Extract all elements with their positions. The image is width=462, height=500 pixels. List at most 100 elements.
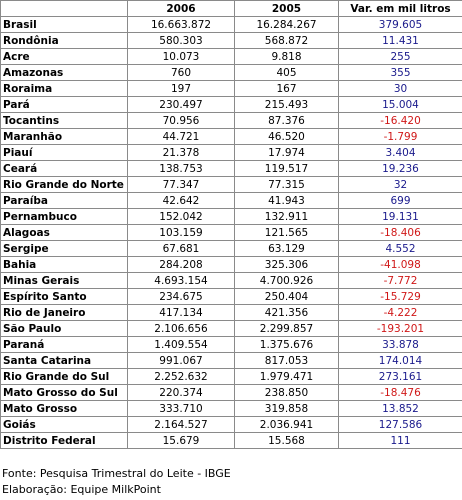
value-2005-cell: 4.700.926 [234, 272, 339, 289]
value-2006-cell: 991.067 [127, 352, 235, 369]
value-2006-cell: 417.134 [127, 304, 235, 321]
variation-cell: 19.131 [338, 208, 462, 225]
table-row: Alagoas 103.159 121.565 -18.406 [0, 224, 462, 241]
table-row: Acre 10.073 9.818 255 [0, 48, 462, 65]
value-2006-cell: 580.303 [127, 32, 235, 49]
variation-cell: -7.772 [338, 272, 462, 289]
variation-cell: 111 [338, 432, 462, 449]
table-row: Paraná 1.409.554 1.375.676 33.878 [0, 336, 462, 353]
value-2005-cell: 238.850 [234, 384, 339, 401]
table-row: Tocantins 70.956 87.376 -16.420 [0, 112, 462, 129]
variation-cell: 32 [338, 176, 462, 193]
header-2005: 2005 [234, 0, 339, 17]
table-body: Brasil 16.663.872 16.284.267 379.605 Rondôni… [0, 16, 462, 449]
value-2006-cell: 2.106.656 [127, 320, 235, 337]
state-name-cell: Tocantins [0, 112, 128, 129]
value-2006-cell: 284.208 [127, 256, 235, 273]
value-2005-cell: 119.517 [234, 160, 339, 177]
table-row: São Paulo 2.106.656 2.299.857 -193.201 [0, 320, 462, 337]
value-2005-cell: 87.376 [234, 112, 339, 129]
value-2005-cell: 817.053 [234, 352, 339, 369]
value-2006-cell: 67.681 [127, 240, 235, 257]
table-row: Espírito Santo 234.675 250.404 -15.729 [0, 288, 462, 305]
variation-cell: 379.605 [338, 16, 462, 33]
value-2006-cell: 77.347 [127, 176, 235, 193]
variation-cell: -16.420 [338, 112, 462, 129]
table-row: Santa Catarina 991.067 817.053 174.014 [0, 352, 462, 369]
variation-cell: 174.014 [338, 352, 462, 369]
value-2005-cell: 2.036.941 [234, 416, 339, 433]
variation-cell: -4.222 [338, 304, 462, 321]
table-row: Minas Gerais 4.693.154 4.700.926 -7.772 [0, 272, 462, 289]
state-name-cell: Alagoas [0, 224, 128, 241]
table-row: Piauí 21.378 17.974 3.404 [0, 144, 462, 161]
value-2005-cell: 319.858 [234, 400, 339, 417]
value-2005-cell: 15.568 [234, 432, 339, 449]
variation-cell: 3.404 [338, 144, 462, 161]
state-name-cell: São Paulo [0, 320, 128, 337]
state-name-cell: Rio de Janeiro [0, 304, 128, 321]
variation-cell: 13.852 [338, 400, 462, 417]
variation-cell: -1.799 [338, 128, 462, 145]
variation-cell: 19.236 [338, 160, 462, 177]
state-name-cell: Roraima [0, 80, 128, 97]
state-name-cell: Paraíba [0, 192, 128, 209]
value-2005-cell: 1.375.676 [234, 336, 339, 353]
table-row: Brasil 16.663.872 16.284.267 379.605 [0, 16, 462, 33]
value-2006-cell: 21.378 [127, 144, 235, 161]
table-row: Maranhão 44.721 46.520 -1.799 [0, 128, 462, 145]
value-2006-cell: 138.753 [127, 160, 235, 177]
value-2005-cell: 405 [234, 64, 339, 81]
state-name-cell: Espírito Santo [0, 288, 128, 305]
variation-cell: -18.406 [338, 224, 462, 241]
value-2005-cell: 1.979.471 [234, 368, 339, 385]
value-2005-cell: 17.974 [234, 144, 339, 161]
value-2005-cell: 2.299.857 [234, 320, 339, 337]
table-row: Rio de Janeiro 417.134 421.356 -4.222 [0, 304, 462, 321]
state-name-cell: Acre [0, 48, 128, 65]
value-2005-cell: 421.356 [234, 304, 339, 321]
table-row: Pernambuco 152.042 132.911 19.131 [0, 208, 462, 225]
state-name-cell: Rio Grande do Sul [0, 368, 128, 385]
table-row: Amazonas 760 405 355 [0, 64, 462, 81]
variation-cell: -18.476 [338, 384, 462, 401]
variation-cell: 355 [338, 64, 462, 81]
value-2005-cell: 121.565 [234, 224, 339, 241]
value-2006-cell: 220.374 [127, 384, 235, 401]
state-name-cell: Santa Catarina [0, 352, 128, 369]
table-row: Rio Grande do Sul 2.252.632 1.979.471 273.1… [0, 368, 462, 385]
value-2005-cell: 215.493 [234, 96, 339, 113]
variation-cell: 4.552 [338, 240, 462, 257]
variation-cell: -15.729 [338, 288, 462, 305]
variation-cell: -41.098 [338, 256, 462, 273]
variation-cell: 33.878 [338, 336, 462, 353]
table-row: Pará 230.497 215.493 15.004 [0, 96, 462, 113]
state-name-cell: Brasil [0, 16, 128, 33]
variation-cell: 255 [338, 48, 462, 65]
value-2006-cell: 1.409.554 [127, 336, 235, 353]
variation-cell: 11.431 [338, 32, 462, 49]
table-row: Roraima 197 167 30 [0, 80, 462, 97]
state-name-cell: Rio Grande do Norte [0, 176, 128, 193]
value-2005-cell: 568.872 [234, 32, 339, 49]
value-2005-cell: 46.520 [234, 128, 339, 145]
state-name-cell: Amazonas [0, 64, 128, 81]
value-2005-cell: 9.818 [234, 48, 339, 65]
value-2005-cell: 63.129 [234, 240, 339, 257]
value-2005-cell: 325.306 [234, 256, 339, 273]
value-2006-cell: 234.675 [127, 288, 235, 305]
table-notes: Fonte: Pesquisa Trimestral do Leite - IB… [2, 466, 231, 498]
value-2006-cell: 42.642 [127, 192, 235, 209]
value-2006-cell: 16.663.872 [127, 16, 235, 33]
state-name-cell: Ceará [0, 160, 128, 177]
state-name-cell: Pará [0, 96, 128, 113]
header-row: 2006 2005 Var. em mil litros [0, 0, 462, 17]
value-2005-cell: 250.404 [234, 288, 339, 305]
state-name-cell: Mato Grosso do Sul [0, 384, 128, 401]
value-2006-cell: 10.073 [127, 48, 235, 65]
header-state [0, 0, 128, 17]
value-2006-cell: 15.679 [127, 432, 235, 449]
value-2006-cell: 44.721 [127, 128, 235, 145]
state-name-cell: Sergipe [0, 240, 128, 257]
